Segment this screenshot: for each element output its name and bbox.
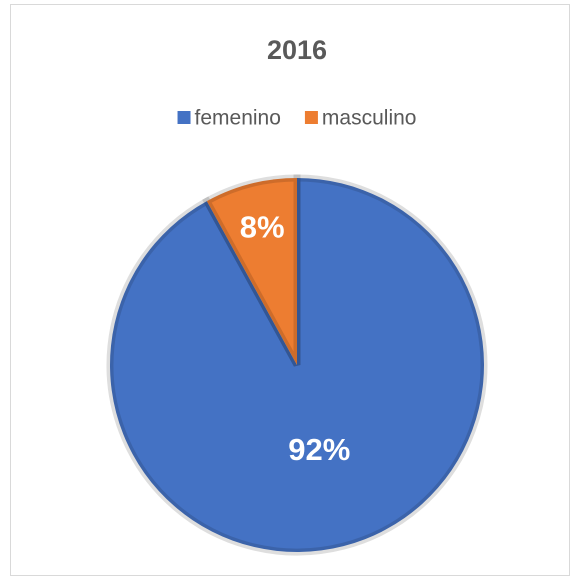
legend-swatch xyxy=(177,111,191,124)
value-label: 8% xyxy=(240,209,285,244)
pie-slice xyxy=(106,174,488,556)
value-label: 92% xyxy=(288,432,350,467)
legend-text: femenino xyxy=(195,107,281,130)
legend-swatch xyxy=(304,111,318,124)
legend-text: masculino xyxy=(322,107,417,130)
chart-title: 2016 xyxy=(267,35,327,65)
pie-slice xyxy=(202,174,301,367)
